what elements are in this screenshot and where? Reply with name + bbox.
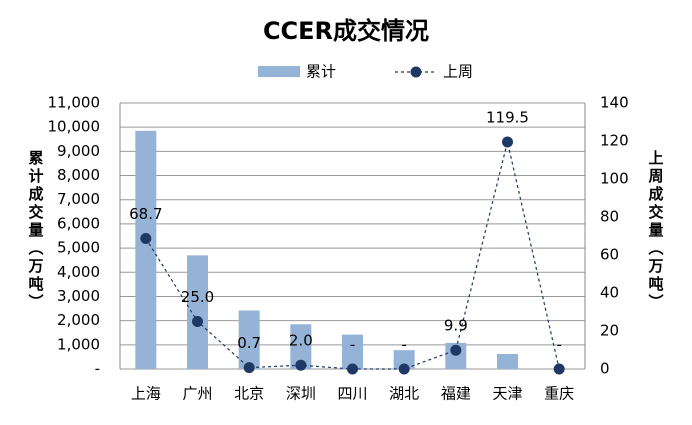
bar — [135, 130, 157, 369]
line-point — [450, 344, 462, 356]
line-point — [295, 359, 307, 371]
y2-axis-label: 上周成交量（万吨） — [647, 150, 665, 312]
y2-tick-label: 40 — [600, 284, 619, 302]
x-tick-label: 北京 — [234, 385, 264, 403]
y-tick-label: 7,000 — [57, 190, 100, 208]
line-point — [140, 232, 152, 244]
data-label: 0.7 — [237, 334, 261, 352]
bar — [238, 310, 260, 369]
x-tick-label: 湖北 — [389, 385, 419, 403]
line-point — [398, 363, 410, 375]
x-tick-label: 福建 — [441, 385, 471, 403]
legend-label: 累计 — [306, 63, 336, 81]
y-tick-label: - — [95, 360, 100, 378]
data-label: 9.9 — [444, 317, 468, 335]
x-tick-label: 上海 — [131, 385, 161, 403]
x-tick-label: 天津 — [492, 385, 522, 403]
y-tick-label: 8,000 — [57, 166, 100, 184]
data-label: - — [350, 336, 355, 354]
data-label: 119.5 — [486, 108, 529, 126]
data-label: 2.0 — [289, 332, 313, 350]
data-label: 25.0 — [181, 288, 214, 306]
data-label: - — [401, 336, 406, 354]
line-point — [553, 363, 565, 375]
line-point — [243, 362, 255, 374]
legend-label: 上周 — [443, 63, 473, 81]
bar — [290, 324, 312, 369]
y-axis-label: 累计成交量（万吨） — [27, 150, 45, 312]
y2-tick-label: 120 — [600, 132, 629, 150]
data-label: 68.7 — [129, 205, 162, 223]
x-tick-label: 深圳 — [286, 385, 316, 403]
line-point — [502, 136, 513, 148]
chart-title: CCER成交情况 — [263, 17, 429, 45]
y-tick-label: 6,000 — [57, 214, 100, 232]
y-tick-label: 4,000 — [57, 263, 100, 281]
x-tick-label: 广州 — [182, 385, 212, 403]
y-tick-label: 5,000 — [57, 239, 100, 257]
y2-tick-label: 80 — [600, 208, 619, 226]
y-tick-label: 1,000 — [57, 335, 100, 353]
y-tick-label: 11,000 — [48, 94, 101, 112]
bar — [187, 255, 208, 369]
x-tick-label: 重庆 — [544, 385, 574, 403]
x-tick-label: 四川 — [337, 385, 367, 403]
y-tick-label: 3,000 — [57, 287, 100, 305]
data-label: - — [556, 336, 561, 354]
legend-marker — [410, 66, 422, 78]
y2-tick-label: 60 — [600, 246, 619, 264]
y-tick-label: 9,000 — [57, 142, 100, 160]
y2-tick-label: 20 — [600, 322, 619, 340]
y2-tick-label: 140 — [600, 94, 629, 112]
line-point — [192, 316, 203, 327]
line-point — [347, 363, 358, 375]
y2-tick-label: 100 — [600, 170, 629, 188]
y-tick-label: 2,000 — [57, 311, 100, 329]
bar — [393, 350, 415, 369]
y2-tick-label: 0 — [600, 360, 610, 378]
bar — [497, 354, 518, 369]
legend-swatch — [258, 66, 300, 77]
y-tick-label: 10,000 — [48, 118, 101, 136]
bar — [342, 334, 363, 369]
